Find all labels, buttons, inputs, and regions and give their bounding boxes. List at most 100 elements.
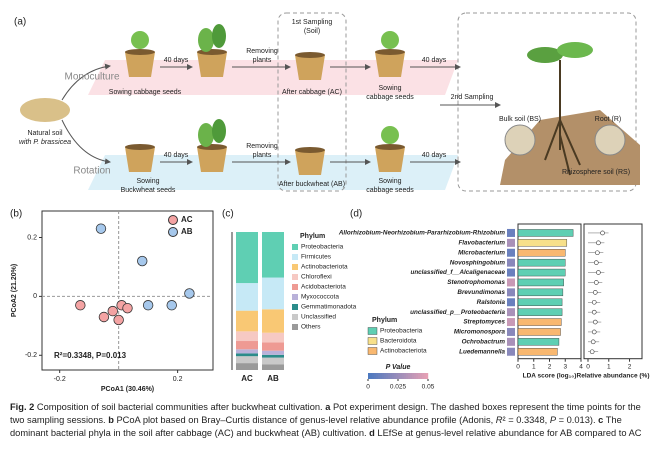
caption-text: PCoA plot based on Bray–Curtis distance … <box>113 415 496 425</box>
bar-segment <box>262 332 284 343</box>
colorbar-cell <box>406 373 409 379</box>
abundance-point <box>591 309 597 315</box>
legend-label: Chloroflexi <box>301 274 332 281</box>
step-label: Buckwheat seeds <box>121 187 176 194</box>
colorbar-cell <box>390 373 393 379</box>
bar-segment <box>262 232 284 278</box>
legend-label: Myxococcota <box>301 294 339 301</box>
step-label: Removing <box>246 143 278 150</box>
pot <box>125 147 155 172</box>
x-tick-label: 4 <box>579 363 583 370</box>
row-label: Rotation <box>73 166 110 177</box>
legend-swatch <box>168 215 178 225</box>
colorbar-tick-label: 0.025 <box>390 384 407 391</box>
lda-bar <box>517 328 561 336</box>
point <box>166 300 177 311</box>
panel-label: (c) <box>222 209 234 220</box>
step-label: 40 days <box>422 57 447 64</box>
caption-text: P <box>549 415 557 425</box>
step-label: After cabbage (AC) <box>282 89 342 96</box>
legend-title: Phylum <box>300 233 325 240</box>
abundance-point <box>600 230 605 236</box>
lda-bar <box>517 338 560 346</box>
legend-swatch <box>292 314 298 320</box>
abundance-point <box>591 329 597 335</box>
point <box>122 302 133 314</box>
legend-swatch <box>292 324 298 330</box>
step-label: 1st Sampling <box>292 19 333 26</box>
figure-canvas: (a) Monoculture Rotation Natural soil wi… <box>10 12 650 393</box>
pot <box>375 147 405 172</box>
point <box>113 314 124 326</box>
colorbar-cell <box>396 373 399 379</box>
point <box>107 305 118 317</box>
lda-bar <box>517 239 568 247</box>
colorbar-cell <box>418 373 421 379</box>
bar-segment <box>236 310 258 332</box>
x-axis-label: PCoA1 (30.46%) <box>101 386 154 393</box>
colorbar-cell <box>384 373 387 379</box>
colorbar-cell <box>420 373 423 379</box>
plant <box>198 123 214 147</box>
p-value-cell <box>507 228 515 237</box>
taxon-label: Streptomyces <box>463 319 505 326</box>
bar-segment <box>236 283 258 311</box>
point <box>142 300 154 311</box>
pot <box>197 147 227 172</box>
caption-text: LEfSe at genus-level relative abundance … <box>374 428 642 438</box>
x2-tick-label: 0 <box>586 363 590 370</box>
colorbar-cell <box>376 373 379 379</box>
taxon-label: Ochrobactrum <box>462 339 506 346</box>
caption-text: = 0.013). <box>556 415 599 425</box>
root-zoom <box>594 124 626 156</box>
bar-segment <box>262 357 284 365</box>
colorbar-cell <box>374 373 377 379</box>
zone-label: Rhizosphere soil (RS) <box>562 169 630 176</box>
colorbar-cell <box>382 373 385 379</box>
root-drawing <box>544 60 581 176</box>
seedling <box>381 126 399 144</box>
step-label: Removing <box>246 48 278 55</box>
y-axis-label: PCoA2 (21.20%) <box>11 264 18 317</box>
colorbar-cell <box>394 373 397 379</box>
seedling <box>381 31 399 49</box>
plant <box>212 24 226 48</box>
colorbar-cell <box>400 373 403 379</box>
annotation: R²=0.3348, P=0.013 <box>54 351 127 360</box>
taxon-label: Luedemannella <box>459 348 505 355</box>
legend-swatch <box>367 327 378 335</box>
step-label: Sowing <box>379 85 402 92</box>
p-value-cell <box>507 268 515 277</box>
colorbar-cell <box>378 373 381 379</box>
bar-segment <box>236 331 258 342</box>
point <box>75 300 86 311</box>
plant <box>198 28 214 52</box>
x2-tick-label: 1 <box>607 363 611 370</box>
taxon-label: Allorhizobium-Neorhizobium-Pararhizobium… <box>338 230 506 237</box>
colorbar-tick-label: 0.05 <box>422 384 435 391</box>
colorbar-cell <box>380 373 383 379</box>
colorbar-cell <box>424 373 427 379</box>
zone-label: Bulk soil (BS) <box>499 116 541 123</box>
colorbar-cell <box>414 373 417 379</box>
caption-text: d <box>369 428 375 438</box>
pot <box>375 52 405 77</box>
pot-rim <box>375 49 405 55</box>
step-label: 40 days <box>164 152 189 159</box>
lda-bar <box>517 278 564 287</box>
abundance-point <box>591 299 597 305</box>
x2-axis-label: Relative abundance (%) <box>577 372 650 379</box>
pot-rim <box>295 52 325 58</box>
colorbar-cell <box>392 373 395 379</box>
legend-swatch <box>292 294 298 300</box>
panel-label: (d) <box>350 209 362 220</box>
legend-label: Actinobacteriota <box>301 264 348 271</box>
leaf <box>557 42 593 58</box>
lda-bar <box>517 229 574 237</box>
legend-swatch <box>292 274 298 280</box>
p-value-cell <box>507 258 515 267</box>
step-label: 2nd Sampling <box>451 94 494 101</box>
legend-label: Proteobacteria <box>301 244 344 251</box>
legend-label: Actinobacteriota <box>380 348 427 355</box>
